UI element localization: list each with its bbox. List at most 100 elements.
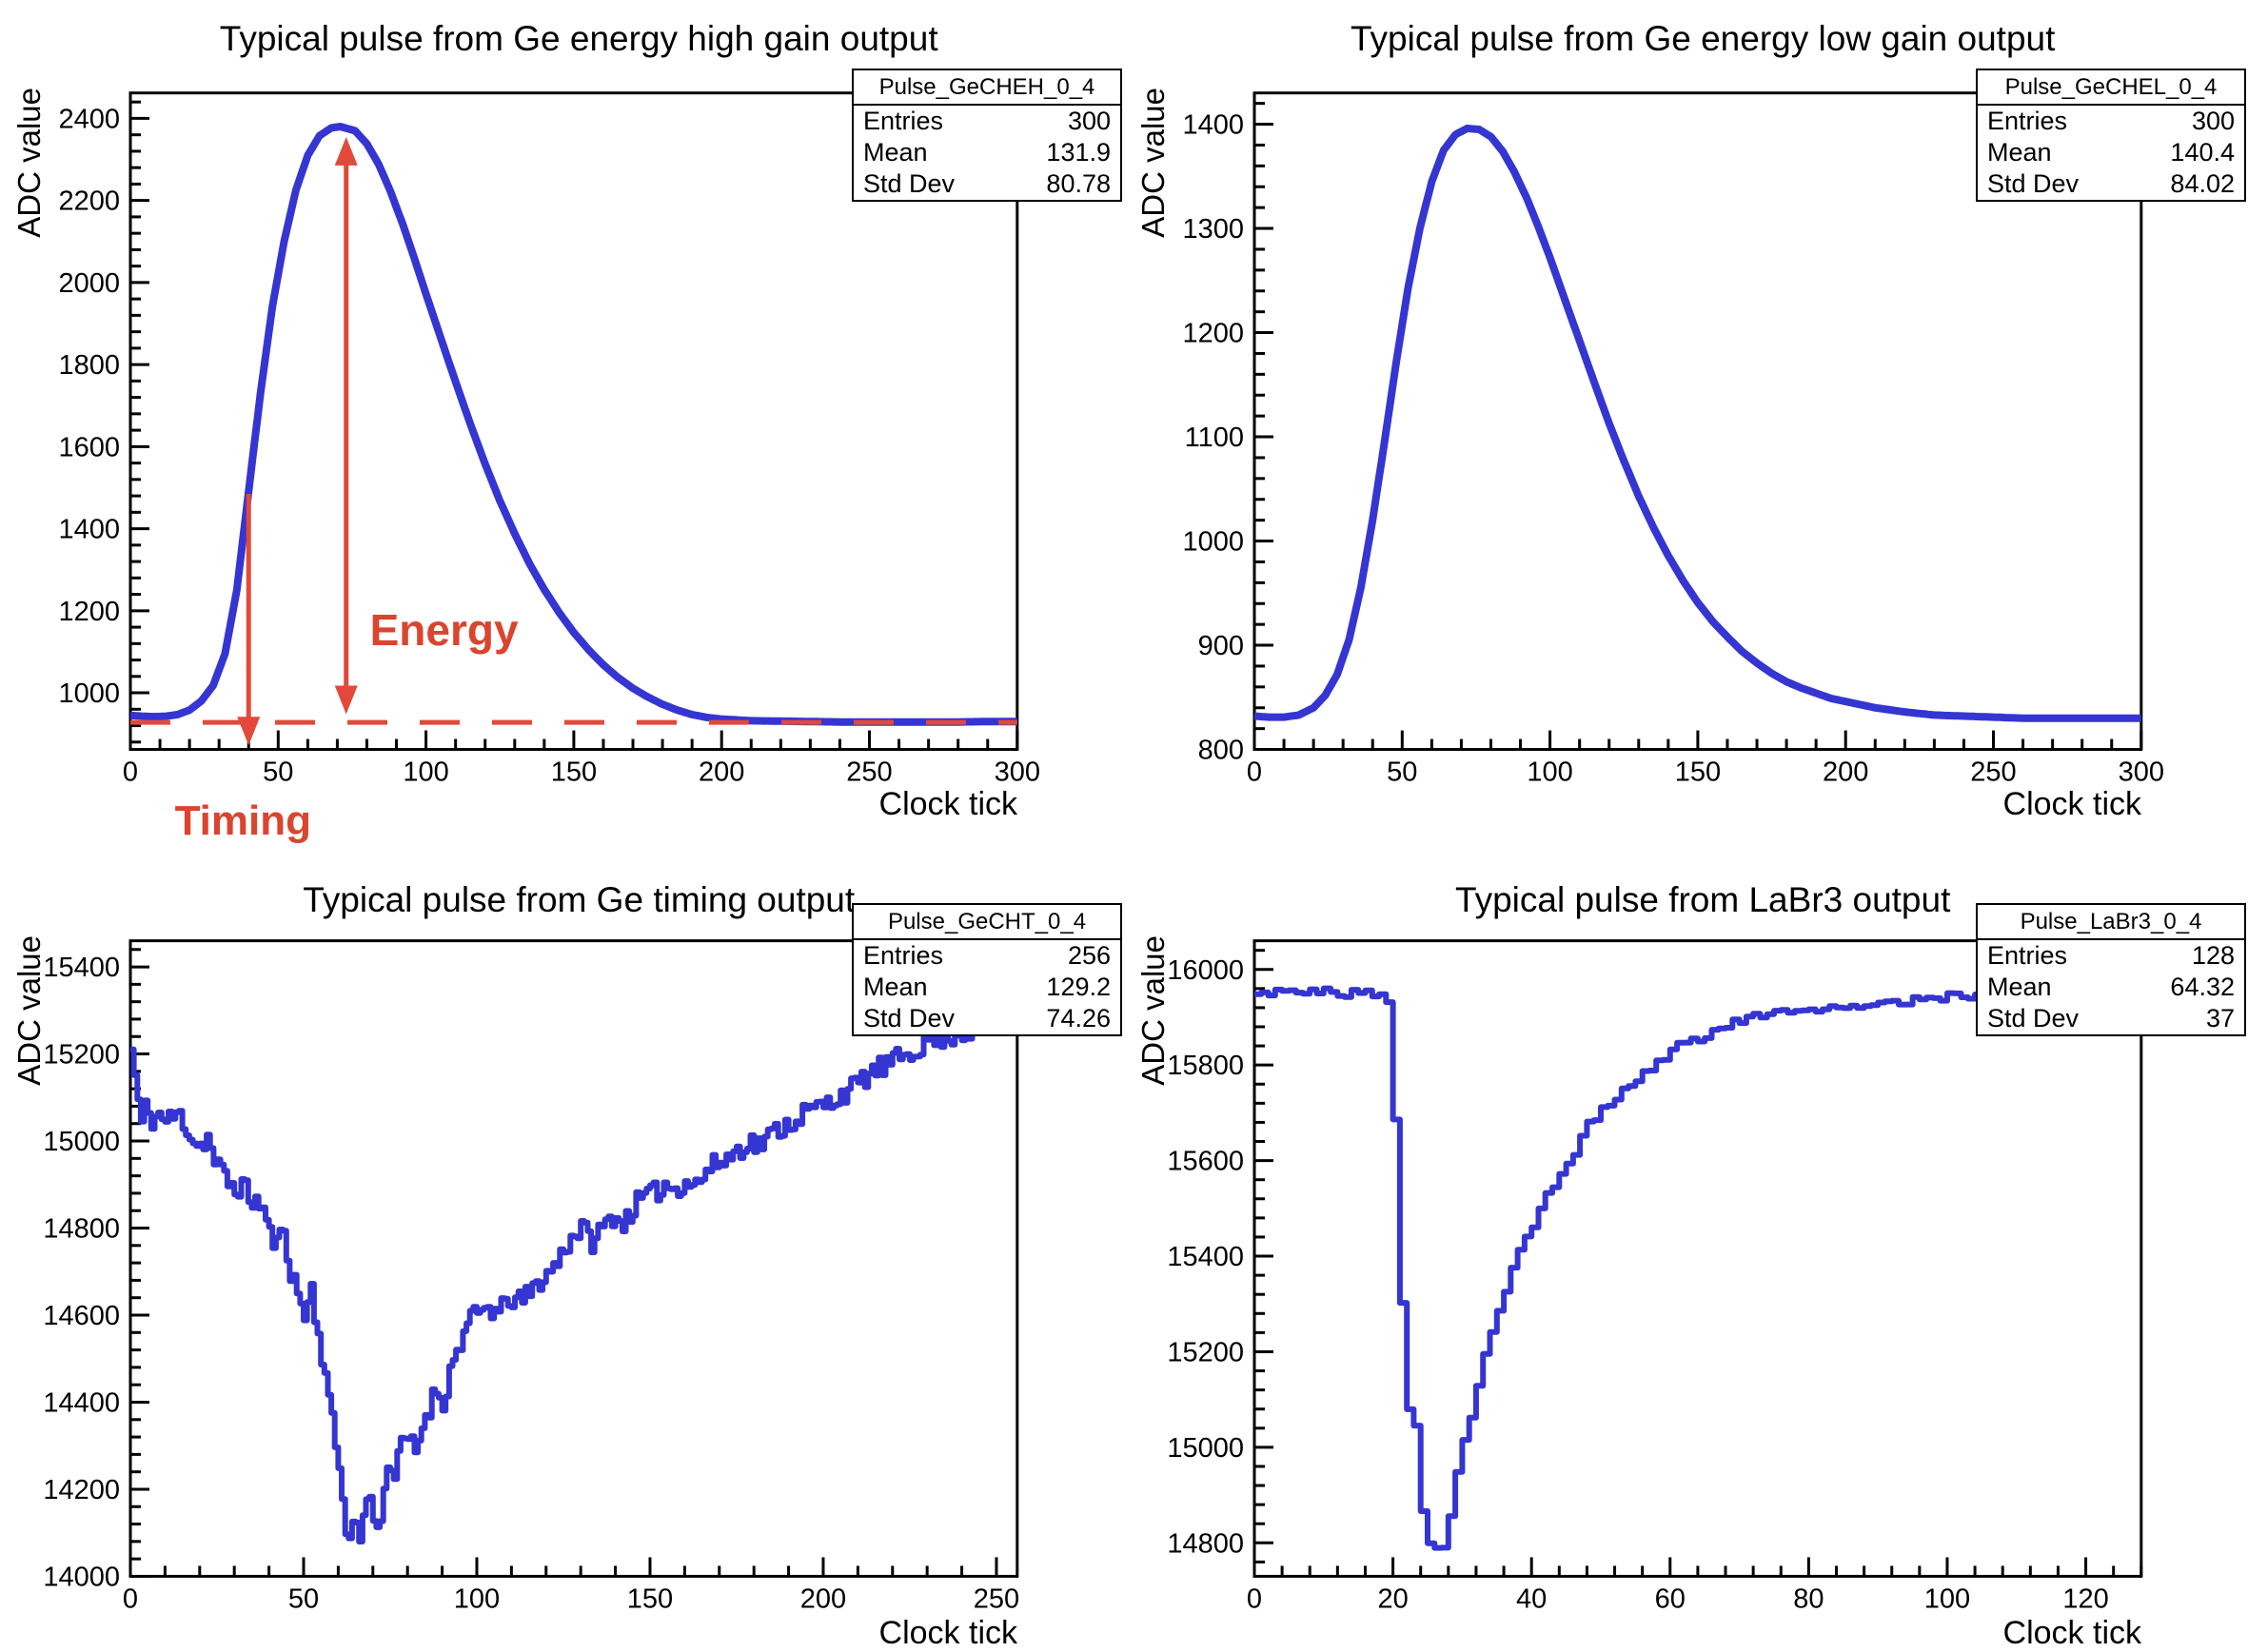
y-tick-label: 15000 [43,1127,120,1157]
y-tick-label: 16000 [1167,954,1244,985]
stats-label: Entries [863,940,944,970]
y-axis-title: ADC value [1135,934,1171,1086]
stats-row: Entries 256 [854,940,1120,972]
x-tick-label: 50 [1387,757,1417,788]
plot-area: 800 900 1000 1100 1200 1300 1400 0 50 100 150 200 25… [1182,91,2164,788]
panel-labr3: Typical pulse from LaBr3 output ADC valu… [1124,823,2248,1651]
stats-label: Std Dev [863,1003,956,1032]
stats-box: Pulse_LaBr3_0_4 Entries 128 Mean 64.32 Std… [1976,902,2246,1036]
x-tick-label: 50 [263,757,293,788]
stats-histogram-name: Pulse_GeCHEL_0_4 [1978,70,2244,106]
y-tick-label: 14800 [43,1213,120,1244]
stats-histogram-name: Pulse_GeCHEH_0_4 [854,70,1120,106]
stats-histogram-name: Pulse_LaBr3_0_4 [1978,905,2244,940]
x-tick-label: 60 [1655,1583,1686,1614]
y-tick-label: 1200 [58,597,120,627]
x-tick-label: 200 [800,1583,846,1614]
stats-value: 37 [2205,1003,2235,1032]
y-tick-label: 1800 [58,350,120,381]
stats-row: Mean 129.2 [854,972,1120,1003]
x-tick-label: 250 [1970,757,2016,788]
y-tick-label: 15400 [43,953,120,983]
stats-value: 140.4 [2170,138,2235,167]
stats-row: Std Dev 84.02 [1978,168,2244,200]
y-tick-label: 15600 [1167,1146,1244,1176]
chart-title: Typical pulse from Ge energy low gain ou… [1351,19,2056,58]
x-tick-label: 0 [1247,757,1262,788]
stats-row: Std Dev 74.26 [854,1003,1120,1034]
x-tick-label: 50 [288,1583,319,1614]
stats-box: Pulse_GeCHEH_0_4 Entries 300 Mean 131.9 St… [852,69,1122,202]
y-tick-label: 800 [1198,736,1244,766]
panel-ge-energy-low-gain: Typical pulse from Ge energy low gain ou… [1124,0,2248,823]
energy-annotation-label: Energy [369,604,519,655]
x-tick-label: 300 [995,757,1040,788]
pulse-curve [129,123,1018,726]
x-tick-label: 200 [1823,757,1868,788]
stats-value: 128 [2191,940,2235,970]
stats-value: 129.2 [1046,972,1111,1001]
y-tick-label: 1300 [1182,214,1244,245]
y-tick-label: 900 [1198,631,1244,661]
timing-arrowhead-down [237,717,261,746]
stats-value: 300 [1067,107,1111,135]
x-tick-label: 100 [403,757,448,788]
stats-row: Mean 131.9 [854,137,1120,168]
y-tick-label: 14600 [43,1301,120,1331]
plot-area: 14800 15000 15200 15400 15600 15800 16000 0 20 40… [1167,938,2143,1614]
pulse-curve [1253,124,2142,722]
stats-label: Mean [1987,972,2052,1001]
x-tick-label: 0 [123,1583,138,1614]
stats-label: Entries [863,107,944,135]
stats-value: 300 [2191,107,2235,135]
x-axis-title: Clock tick [2002,1614,2141,1651]
y-tick-label: 2400 [58,104,120,134]
stats-box: Pulse_GeCHT_0_4 Entries 256 Mean 129.2 Std… [852,902,1122,1036]
pulse-curve [130,1008,1017,1544]
x-axis-title: Clock tick [2002,786,2141,822]
stats-row: Std Dev 37 [1978,1003,2244,1034]
y-tick-label: 14400 [43,1387,120,1418]
stats-row: Entries 300 [854,106,1120,137]
x-tick-label: 40 [1516,1583,1547,1614]
stats-value: 74.26 [1046,1003,1111,1032]
x-tick-label: 200 [699,757,744,788]
x-axis-title: Clock tick [878,1614,1017,1651]
stats-value: 64.32 [2170,972,2235,1001]
pulse-curve [1254,985,2141,1551]
y-tick-label: 1000 [58,678,120,709]
x-tick-label: 120 [2062,1583,2108,1614]
y-axis-title: ADC value [11,88,47,238]
y-tick-label: 15200 [1167,1337,1244,1367]
x-tick-label: 0 [123,757,138,788]
stats-histogram-name: Pulse_GeCHT_0_4 [854,905,1120,940]
x-tick-label: 20 [1377,1583,1408,1614]
stats-label: Std Dev [1987,1003,2080,1032]
stats-value: 131.9 [1046,138,1111,167]
y-tick-label: 2200 [58,187,120,217]
stats-row: Entries 128 [1978,940,2244,972]
y-tick-label: 15200 [43,1039,120,1070]
stats-label: Entries [1987,940,2068,970]
y-axis-title: ADC value [11,934,47,1086]
y-tick-label: 1100 [1185,423,1244,453]
stats-value: 80.78 [1046,169,1111,198]
stats-label: Std Dev [863,169,956,198]
energy-arrowhead-up [334,136,358,166]
x-tick-label: 250 [974,1583,1019,1614]
x-tick-label: 80 [1793,1583,1824,1614]
y-tick-label: 14200 [43,1474,120,1504]
chart-title: Typical pulse from LaBr3 output [1455,879,1951,919]
y-axis-title: ADC value [1135,88,1171,238]
x-tick-label: 100 [454,1583,500,1614]
stats-value: 84.02 [2170,169,2235,198]
x-tick-label: 150 [1675,757,1721,788]
x-tick-label: 150 [627,1583,673,1614]
y-tick-label: 1000 [1182,527,1244,558]
x-tick-label: 150 [551,757,597,788]
stats-label: Mean [863,138,928,167]
stats-box: Pulse_GeCHEL_0_4 Entries 300 Mean 140.4 St… [1976,69,2246,202]
x-tick-label: 300 [2119,757,2164,788]
y-tick-label: 14000 [43,1562,120,1592]
plot-area: 14000 14200 14400 14600 14800 15000 15200 15400… [43,938,1019,1614]
